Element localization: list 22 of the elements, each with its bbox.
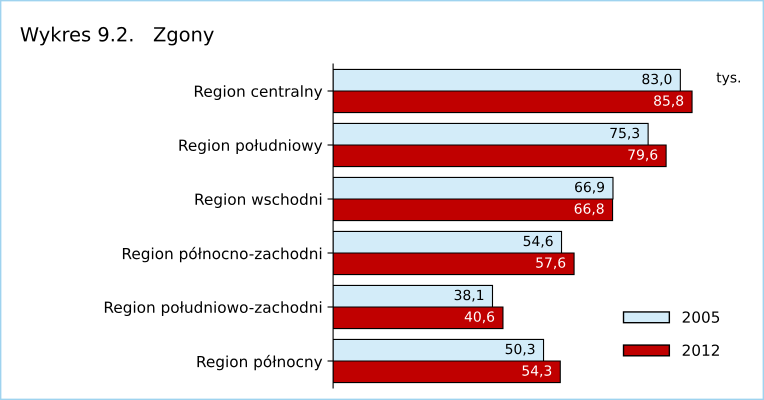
data-label: 66,8 (574, 203, 604, 216)
data-label: 50,3 (506, 344, 534, 356)
data-label: 40,6 (464, 311, 494, 324)
data-label: 85,8 (654, 95, 684, 108)
data-label: 54,6 (524, 236, 553, 248)
y-tick-label: Region północny (197, 354, 322, 370)
y-tick-label: Region północno-zachodni (122, 246, 322, 262)
data-label: 79,6 (628, 149, 658, 162)
data-label: 38,1 (454, 290, 484, 302)
y-tick-label: Region centralny (194, 85, 322, 100)
data-label: 54,3 (522, 365, 552, 378)
text: Wykres 9.2. Zgony (20, 26, 214, 46)
text: tys. (716, 72, 740, 86)
data-label: 83,0 (642, 74, 672, 86)
y-tick-label: Region wschodni (196, 193, 322, 208)
data-label: 75,3 (610, 128, 640, 140)
legend-label: 2012 (682, 344, 719, 356)
y-tick-label: Region południowy (179, 139, 322, 154)
y-tick-label: Region południowo-zachodni (104, 301, 322, 316)
legend-label: 2005 (682, 311, 720, 323)
data-label: 57,6 (536, 257, 566, 270)
data-label: 66,9 (575, 182, 604, 194)
